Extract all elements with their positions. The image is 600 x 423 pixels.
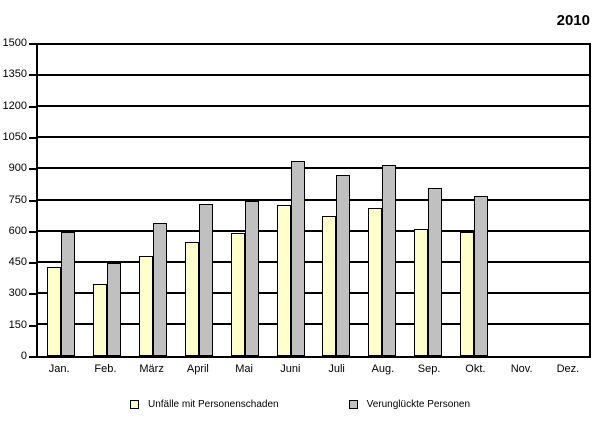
bars-layer (38, 45, 589, 356)
x-tick-label-Nov: Nov. (510, 363, 533, 375)
bar-group-Juni (268, 45, 314, 356)
gridline-750 (38, 198, 589, 201)
gridline-150 (38, 322, 589, 325)
x-tick-label-Mai: Mai (235, 363, 253, 375)
bar-group-Mai (222, 45, 268, 356)
y-tick-mark-0 (29, 356, 36, 358)
gridline-1200 (38, 105, 589, 108)
bar-group-Okt (451, 45, 497, 356)
bar-group-Feb (84, 45, 130, 356)
x-tick-label-Aug: Aug. (371, 363, 395, 375)
y-tick-mark-300 (29, 293, 36, 296)
y-axis: 0 150 300 450 600 750 900 1050 1200 1350 1500 (0, 38, 27, 362)
legend-marker-0 (129, 400, 139, 409)
bar-Mai (244, 200, 259, 356)
x-tick-label-März: März (139, 363, 164, 375)
bar-Juni (276, 204, 291, 356)
legend-item-1: Verunglückte Personen (348, 399, 471, 410)
x-tick-label-Juli: Juli (328, 363, 345, 375)
legend-item-0: Unfälle mit Personenschaden (129, 399, 279, 410)
y-tick-mark-1200 (29, 105, 36, 108)
y-tick-mark-900 (29, 168, 36, 171)
y-tick-label-900: 900 (8, 162, 27, 175)
bar-group-Dez (543, 45, 589, 356)
x-axis: Jan. Feb. März April Mai Juni Juli Aug. Sep. Okt.… (36, 363, 591, 375)
y-tick-label-1350: 1350 (2, 68, 27, 81)
bar-group-Sep (405, 45, 451, 356)
legend: Unfälle mit Personenschaden Verunglückte … (0, 399, 600, 410)
bar-group-Juli (314, 45, 360, 356)
bar-group-März (130, 45, 176, 356)
bar-April (184, 241, 199, 356)
y-tick-label-1500: 1500 (2, 37, 27, 49)
gridline-300 (38, 291, 589, 294)
x-tick-label-Okt: Okt. (465, 363, 486, 375)
y-tick-mark-150 (29, 324, 36, 327)
gridline-1350 (38, 74, 589, 77)
gridline-450 (38, 260, 589, 263)
bar-März (138, 256, 153, 356)
bar-Juni (290, 161, 305, 356)
bar-Jan (46, 266, 61, 356)
gridline-1050 (38, 136, 589, 139)
y-tick-label-1050: 1050 (2, 130, 27, 143)
y-tick-label-0: 0 (20, 350, 27, 362)
bar-Feb (106, 262, 121, 356)
bar-Aug (382, 165, 397, 356)
y-tick-label-1200: 1200 (2, 99, 27, 112)
chart-year-title: 2010 (556, 12, 590, 29)
x-tick-label-Feb: Feb. (94, 363, 117, 375)
bar-Sep (414, 228, 429, 356)
y-tick-mark-450 (29, 262, 36, 265)
bar-Juli (336, 174, 351, 356)
bar-März (152, 223, 167, 356)
y-tick-mark-600 (29, 230, 36, 233)
y-tick-label-750: 750 (8, 193, 27, 206)
gridline-600 (38, 229, 589, 232)
bar-group-Nov (497, 45, 543, 356)
legend-label-0: Unfälle mit Personenschaden (147, 399, 279, 410)
bar-Aug (368, 207, 383, 356)
bar-group-Aug (359, 45, 405, 356)
y-tick-label-150: 150 (8, 318, 27, 331)
legend-label-1: Verunglückte Personen (366, 399, 471, 410)
bar-Jan (60, 231, 75, 356)
bar-Feb (92, 284, 107, 356)
bar-Mai (230, 232, 245, 356)
y-tick-mark-1350 (29, 74, 36, 77)
legend-marker-1 (348, 400, 358, 409)
x-tick-label-Sep: Sep. (417, 363, 441, 375)
y-tick-mark-1050 (29, 136, 36, 139)
bar-Okt (474, 196, 489, 356)
y-tick-mark-1500 (29, 43, 36, 45)
bar-group-Jan (38, 45, 84, 356)
bar-Juli (322, 216, 337, 356)
plot-area (36, 43, 591, 358)
y-tick-label-300: 300 (8, 287, 27, 300)
y-tick-label-450: 450 (8, 256, 27, 269)
x-tick-label-Jan: Jan. (48, 363, 70, 375)
y-tick-mark-750 (29, 199, 36, 202)
x-tick-label-Juni: Juni (280, 363, 301, 375)
bar-group-April (176, 45, 222, 356)
gridline-900 (38, 167, 589, 170)
x-tick-label-Dez: Dez. (556, 363, 580, 375)
bar-Sep (428, 188, 443, 356)
bar-April (198, 203, 213, 356)
bar-Okt (460, 231, 475, 356)
y-tick-label-600: 600 (8, 224, 27, 237)
x-tick-label-April: April (186, 363, 209, 375)
